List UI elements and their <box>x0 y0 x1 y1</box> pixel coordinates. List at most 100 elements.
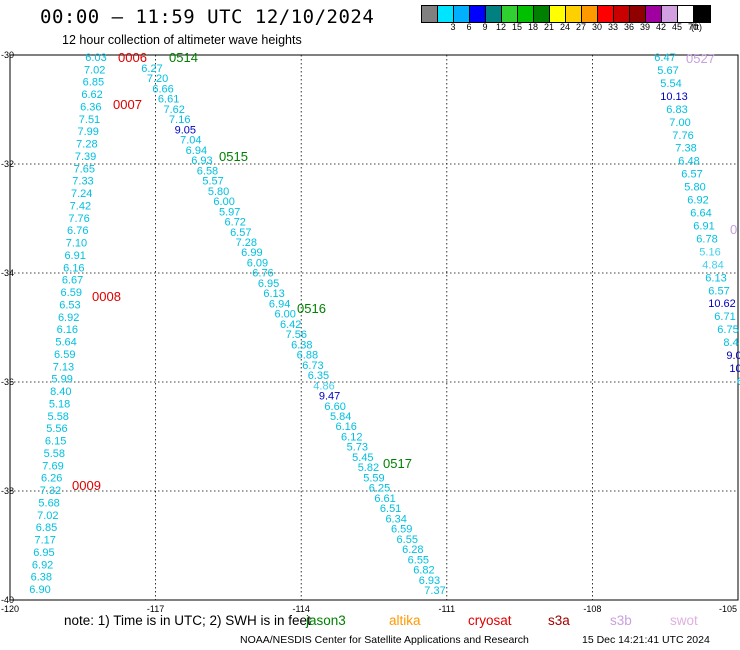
swh-value-label: 6.92 <box>32 559 53 571</box>
swh-value-label: 6.61 <box>374 493 395 505</box>
swh-value-label: 6.76 <box>252 268 273 280</box>
swh-value-label: 6.75 <box>717 324 738 336</box>
swh-value-label: 5.84 <box>330 411 351 423</box>
colorbar-swatch <box>694 6 710 22</box>
pass-time-label: 0 <box>730 222 737 237</box>
colorbar-tick-label: 9 <box>482 22 488 32</box>
satellite-legend-item: cryosat <box>468 613 512 628</box>
swh-value-label: 6.92 <box>58 312 79 324</box>
swh-value-label: 6.78 <box>696 233 717 245</box>
swh-value-label: 5.56 <box>46 423 67 435</box>
swh-value-label: 6.53 <box>59 299 80 311</box>
swh-value-label: 6.48 <box>678 156 699 168</box>
colorbar-swatch <box>438 6 454 22</box>
swh-value-label: 6.83 <box>666 104 687 116</box>
swh-value-label: 6.27 <box>141 63 162 75</box>
swh-value-label: 6.95 <box>258 278 279 290</box>
swh-value-label: 7.28 <box>236 237 257 249</box>
swh-value-label: 5.80 <box>684 182 705 194</box>
swh-value-label: 4.84 <box>702 259 723 271</box>
swh-value-label: 6.42 <box>280 319 301 331</box>
swh-value-label: 6.71 <box>714 311 735 323</box>
footer-note: note: 1) Time is in UTC; 2) SWH is in fe… <box>64 613 311 628</box>
swh-value-label: 6.16 <box>63 262 84 274</box>
swh-value-label: 6.00 <box>274 309 295 321</box>
swh-value-label: 9.47 <box>319 391 340 403</box>
tick-labels: -120 -117 -114 -111 -108 -105 -30 -32 -34 -36 -38 -… <box>1 50 737 614</box>
swh-value-label: 6.66 <box>152 83 173 95</box>
track-labels: 6.037.026.856.626.367.517.997.287.397.65… <box>29 50 740 597</box>
colorbar-tick-label: 3 <box>450 22 456 32</box>
swh-value-label: 5.67 <box>657 65 678 77</box>
swh-value-label: 6.59 <box>61 287 82 299</box>
satellite-legend-item: s3a <box>548 613 570 628</box>
swh-value-label: 6.93 <box>419 575 440 587</box>
swh-value-label: 7.13 <box>53 361 74 373</box>
colorbar-swatch <box>534 6 550 22</box>
colorbar-swatch <box>614 6 630 22</box>
swh-value-label: 6.72 <box>225 217 246 229</box>
credit-text: NOAA/NESDIS Center for Satellite Applica… <box>240 634 529 646</box>
colorbar-swatch <box>502 6 518 22</box>
colorbar-tick-label: 45 <box>671 22 683 32</box>
lat-tick-label: -36 <box>1 377 14 387</box>
swh-value-label: 5.57 <box>202 176 223 188</box>
swh-value-label: 5.18 <box>49 398 70 410</box>
swh-value-label: 5.16 <box>699 246 720 258</box>
colorbar-swatch <box>470 6 486 22</box>
swh-value-label: 6.12 <box>341 431 362 443</box>
map-frame <box>9 54 739 601</box>
swh-value-label: 6.57 <box>681 169 702 181</box>
swh-value-label: 7.24 <box>71 188 92 200</box>
swh-value-label: 6.55 <box>408 554 429 566</box>
pass-time-label: 0514 <box>169 50 198 65</box>
generated-timestamp: 15 Dec 14:21:41 UTC 2024 <box>582 634 710 646</box>
swh-value-label: 8.40 <box>50 386 71 398</box>
swh-value-label: 6.38 <box>291 339 312 351</box>
swh-value-label: 6.92 <box>687 195 708 207</box>
colorbar-tick-label: 12 <box>495 22 507 32</box>
lat-tick-label: -34 <box>1 268 14 278</box>
satellite-legend-item: swot <box>670 613 698 628</box>
lon-tick-label: -111 <box>438 604 455 614</box>
swh-value-label: 6.03 <box>85 52 106 64</box>
colorbar-tick-label: 33 <box>607 22 619 32</box>
swh-value-label: 6.25 <box>369 483 390 495</box>
swh-value-label: 7.10 <box>66 238 87 250</box>
swh-value-label: 5.97 <box>219 206 240 218</box>
swh-value-label: 6.55 <box>397 534 418 546</box>
swh-value-label: 6.59 <box>391 524 412 536</box>
swh-value-label: 5.64 <box>55 337 76 349</box>
swh-value-label: 6.94 <box>269 298 290 310</box>
colorbar-tick-label: 36 <box>623 22 635 32</box>
swh-value-label: 7.42 <box>70 200 91 212</box>
colorbar <box>421 5 711 23</box>
swh-value-label: 6.57 <box>708 285 729 297</box>
lon-tick-label: -120 <box>1 604 19 614</box>
swh-value-label: 6.26 <box>41 473 62 485</box>
swh-value-label: 6.91 <box>693 220 714 232</box>
swh-value-label: 7.17 <box>34 535 55 547</box>
swh-value-label: 7.38 <box>675 143 696 155</box>
colorbar-tick-label: 24 <box>559 22 571 32</box>
colorbar-tick-label: 42 <box>655 22 667 32</box>
swh-value-label: 6.34 <box>385 513 406 525</box>
swh-value-label: 6.82 <box>413 565 434 577</box>
swh-value-label: 7.00 <box>669 117 690 129</box>
pass-time-label: 0007 <box>113 97 142 112</box>
colorbar-tick-label: 15 <box>511 22 523 32</box>
swh-value-label: 6.28 <box>402 544 423 556</box>
colorbar-swatch <box>550 6 566 22</box>
swh-value-label: 6.88 <box>297 350 318 362</box>
swh-value-label: 6.57 <box>230 227 251 239</box>
swh-value-label: 7.28 <box>76 139 97 151</box>
grid-lines <box>10 55 738 600</box>
colorbar-swatch <box>566 6 582 22</box>
swh-value-label: 5.58 <box>44 448 65 460</box>
swh-value-label: 6.13 <box>263 288 284 300</box>
swh-value-label: 6.16 <box>57 324 78 336</box>
colorbar-swatch <box>486 6 502 22</box>
swh-value-label: 6.36 <box>80 101 101 113</box>
swh-value-label: 7.99 <box>77 126 98 138</box>
